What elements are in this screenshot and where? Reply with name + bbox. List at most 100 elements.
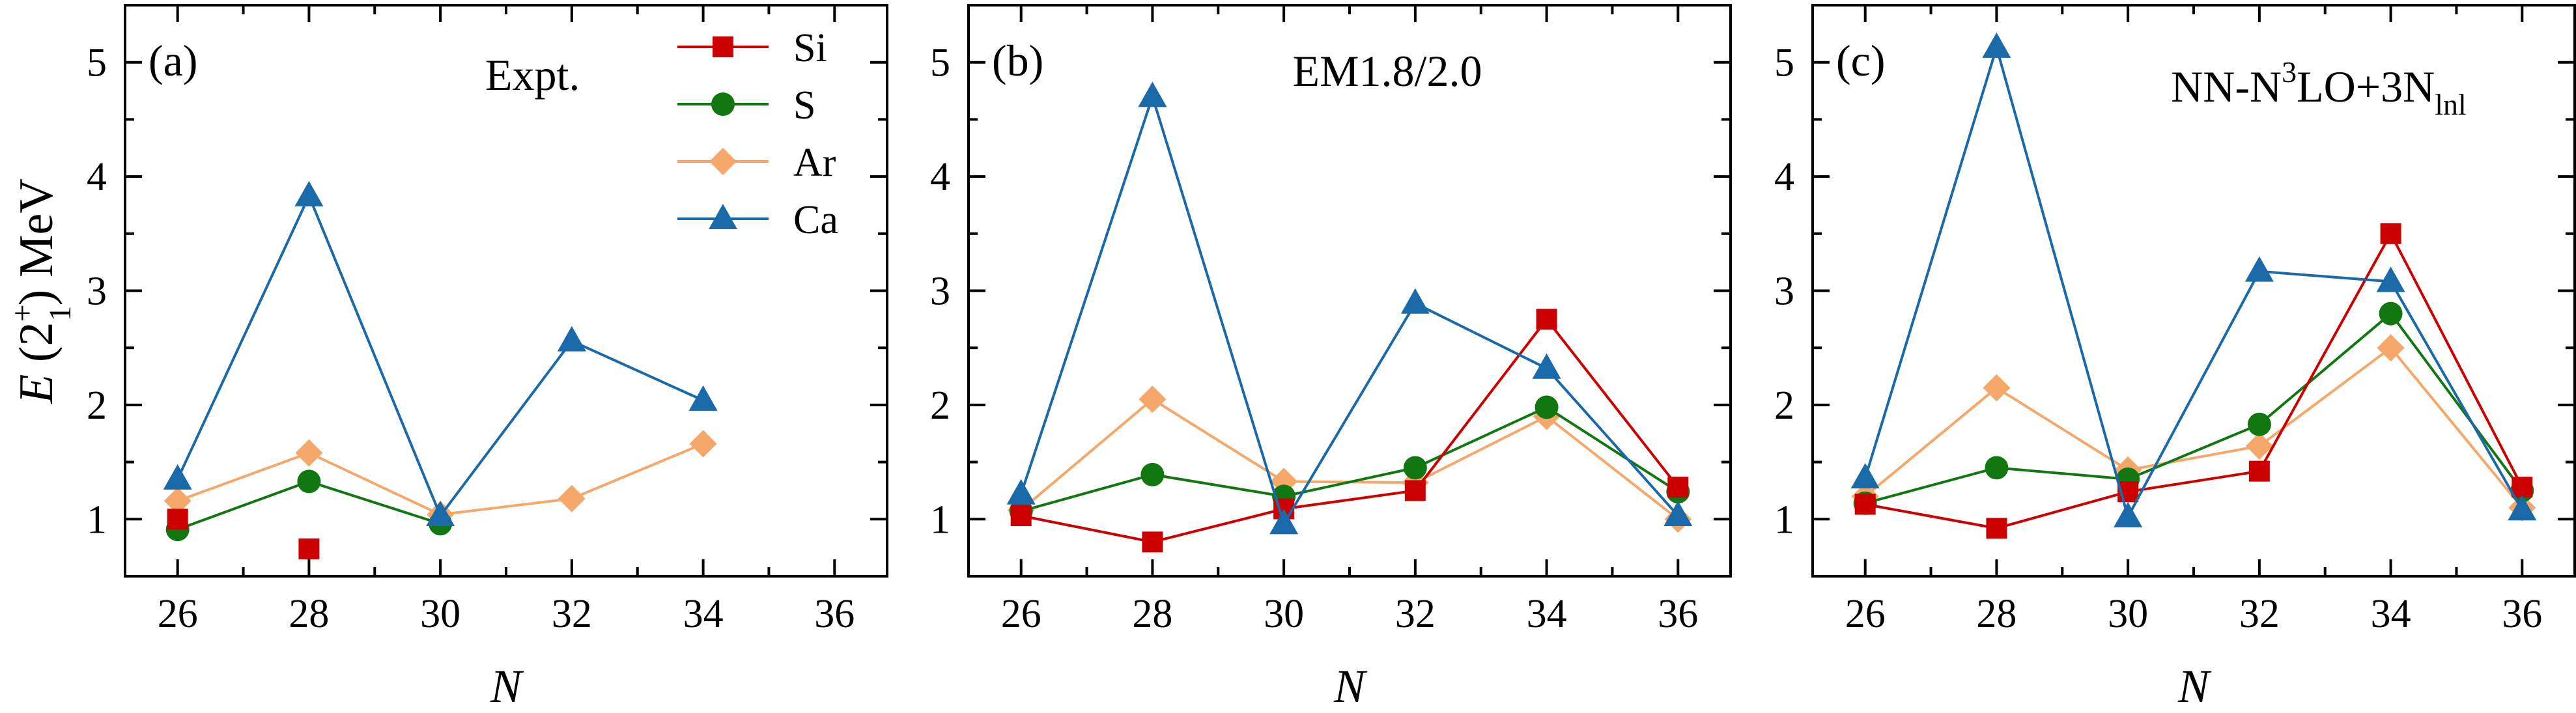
data-point [163, 464, 192, 490]
data-point [167, 509, 188, 530]
data-point [2377, 334, 2405, 362]
x-tick-label: 26 [1001, 592, 1041, 636]
data-point [294, 180, 324, 206]
y-tick-label: 4 [930, 155, 950, 199]
series-line [1020, 397, 1679, 520]
data-point [2508, 495, 2537, 521]
series-line [1021, 406, 1679, 512]
data-point [298, 538, 320, 559]
legend-marker [709, 204, 737, 229]
x-axis-label: N [490, 660, 524, 712]
legend-item-si: Si [677, 26, 827, 70]
legend-marker [711, 92, 735, 116]
x-tick-label: 28 [1132, 592, 1172, 636]
y-tick-label: 5 [87, 41, 107, 85]
series-ca [1006, 81, 1693, 535]
series-ar [1851, 334, 2536, 522]
x-tick-label: 26 [1845, 592, 1886, 636]
series-line [1864, 346, 2523, 509]
legend-label: Ar [793, 141, 836, 185]
y-tick-label: 1 [930, 497, 950, 542]
data-point [689, 430, 717, 458]
x-tick-label: 34 [683, 592, 724, 636]
x-axis-label: N [1333, 660, 1368, 712]
data-point [1142, 531, 1163, 553]
data-point [1983, 374, 2011, 402]
x-tick-label: 28 [1976, 592, 2017, 636]
data-point [557, 326, 586, 352]
series-line [1865, 311, 2523, 505]
series-si [1010, 309, 1689, 553]
legend: Si S Ar Ca [677, 26, 838, 242]
data-point [2380, 223, 2401, 244]
legend-label: S [793, 83, 815, 128]
data-point [1400, 288, 1430, 314]
data-point [163, 487, 191, 515]
data-point [2512, 477, 2533, 498]
y-tick-label: 2 [930, 384, 950, 428]
x-tick-label: 30 [420, 592, 460, 636]
panel-label: (c) [1836, 36, 1885, 85]
y-axis-label: E (2+ 1) MeV [5, 178, 78, 404]
data-point [2244, 256, 2274, 282]
data-point [1982, 32, 2011, 58]
y-tick-label: 5 [1774, 41, 1794, 85]
panel-label: (b) [992, 36, 1043, 85]
data-point [1006, 479, 1036, 505]
legend-marker [713, 36, 733, 57]
y-tick-label: 3 [1774, 270, 1794, 314]
data-point [2245, 432, 2273, 460]
data-point [1986, 518, 2007, 539]
x-tick-label: 32 [1395, 592, 1436, 636]
y-tick-label: 5 [930, 41, 950, 85]
y-tick-label: 1 [87, 497, 107, 542]
legend-label: Ca [793, 198, 838, 242]
data-point [2248, 460, 2270, 482]
series-s [1853, 301, 2534, 515]
series-ca [1850, 32, 2537, 527]
data-point [1010, 505, 1032, 527]
series-si [167, 509, 320, 559]
data-point [558, 484, 586, 512]
y-tick-label: 1 [1774, 497, 1794, 542]
x-tick-label: 28 [289, 592, 329, 636]
series-ar [1007, 385, 1692, 533]
panel-title: EM1.8/2.0 [1293, 46, 1482, 96]
legend-item-ca: Ca [677, 198, 838, 242]
panel-title: Expt. [485, 50, 580, 100]
data-point [1404, 480, 1426, 501]
data-point [1536, 309, 1557, 330]
y-tick-label: 3 [87, 270, 107, 314]
data-point [2379, 301, 2403, 326]
data-point [1140, 462, 1165, 486]
series-line [176, 192, 704, 519]
data-point [1403, 456, 1427, 480]
data-point [295, 439, 323, 467]
data-point [1854, 494, 1876, 515]
data-point [1532, 353, 1561, 379]
y-tick-label: 4 [87, 155, 107, 199]
x-tick-label: 34 [1527, 592, 1567, 636]
x-tick-label: 36 [1658, 592, 1698, 636]
series-s [165, 469, 453, 542]
data-point [2114, 501, 2143, 527]
legend-item-s: S [677, 83, 815, 128]
data-point [1269, 509, 1299, 535]
data-point [2247, 412, 2271, 436]
x-tick-label: 32 [2239, 592, 2280, 636]
x-tick-label: 36 [814, 592, 855, 636]
y-tick-label: 3 [930, 270, 950, 314]
series-si [1854, 223, 2533, 539]
x-tick-label: 26 [158, 592, 198, 636]
data-point [1535, 395, 1559, 419]
data-point [1667, 477, 1689, 498]
panel-label: (a) [149, 36, 197, 85]
data-point [2376, 266, 2405, 292]
series-line [1863, 42, 2524, 521]
x-tick-label: 30 [1264, 592, 1304, 636]
data-point [1138, 81, 1167, 107]
